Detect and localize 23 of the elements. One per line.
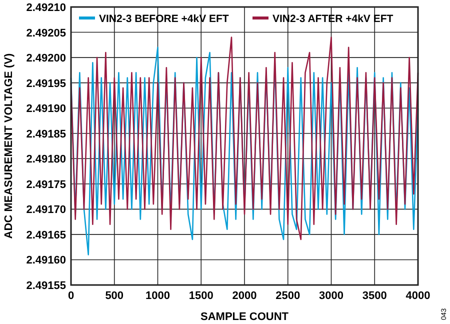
y-tick-label: 2.49160 [26,254,66,267]
y-tick-label: 2.49175 [26,178,66,191]
y-axis-title: ADC MEASUREMENT VOLTAGE (V) [3,52,15,239]
x-tick-label: 2500 [276,290,300,302]
x-tick-label: 4000 [406,290,430,302]
y-tick-label: 2.49185 [26,128,66,140]
x-tick-label: 2000 [232,290,257,302]
x-tick-label: 1500 [188,290,214,302]
y-tick-label: 2.49205 [26,27,66,40]
y-tick-label: 2.49155 [26,280,66,292]
y-tick-label: 2.49170 [26,204,66,216]
x-tick-label: 500 [105,290,124,302]
y-tick-label: 2.49195 [26,78,66,90]
y-tick-label: 2.49180 [26,154,66,166]
x-tick-label: 1000 [146,290,170,302]
y-tick-label: 2.49165 [26,229,66,242]
y-tick-label: 2.49210 [26,2,66,14]
x-tick-label: 3500 [362,290,387,302]
x-axis-title: SAMPLE COUNT [200,311,289,323]
x-tick-label: 0 [68,290,74,302]
y-tick-label: 2.49190 [26,103,66,116]
x-tick-label: 3000 [319,290,344,302]
y-tick-label: 2.49200 [26,52,66,65]
